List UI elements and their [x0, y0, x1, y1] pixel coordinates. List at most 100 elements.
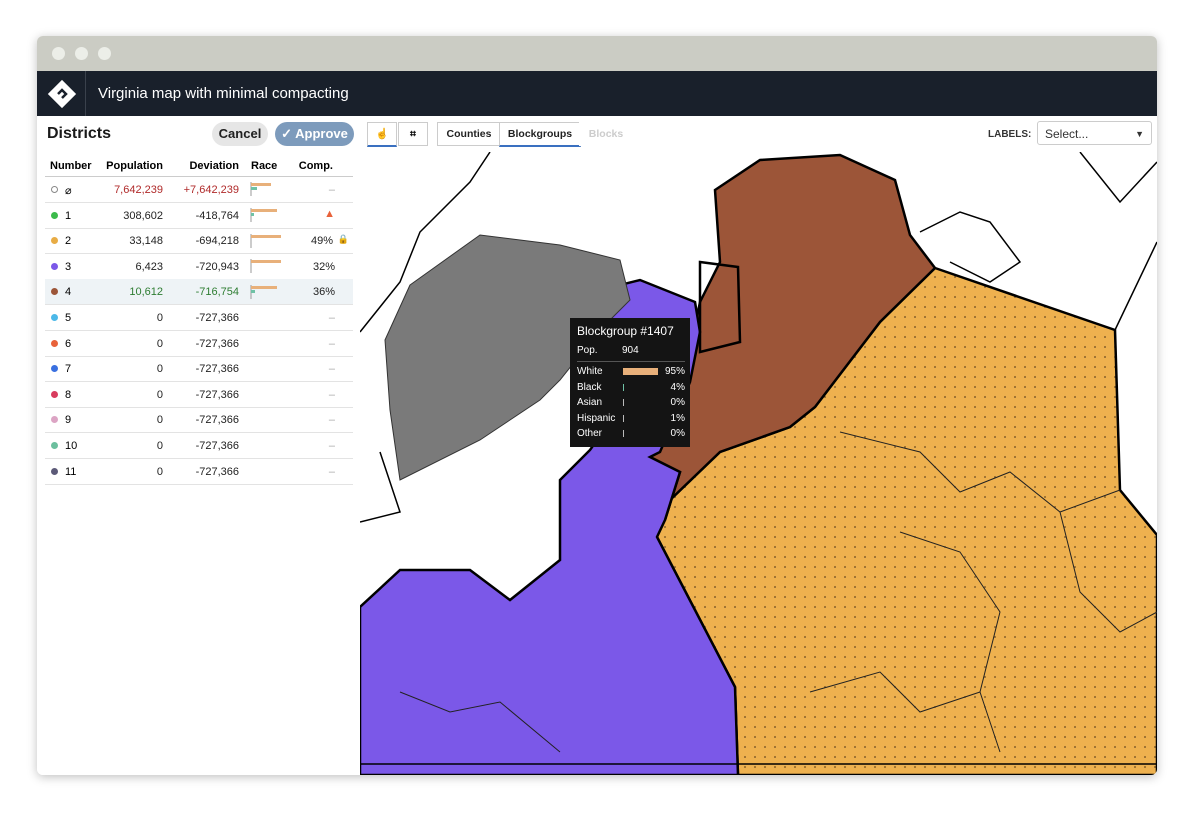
population: 33,148 — [129, 235, 163, 248]
district-number: 6 — [65, 337, 72, 350]
warning-icon: ▲ — [324, 207, 335, 220]
race-percent: 95% — [664, 366, 685, 377]
race-bar — [623, 368, 659, 375]
map-title: Virginia map with minimal compacting — [98, 85, 349, 102]
sidebar-title: Districts — [47, 125, 112, 142]
district-number: ⌀ — [65, 185, 72, 197]
race-bar — [623, 430, 624, 437]
layer-button[interactable]: Blocks — [579, 122, 633, 146]
selected-blockgroup[interactable] — [384, 234, 631, 481]
district-number: 8 — [65, 388, 72, 401]
labels-select[interactable]: Select... ▼ — [1037, 121, 1152, 145]
logo — [47, 79, 77, 109]
compactness: – — [328, 414, 335, 427]
district-row: 9 0 -727,366 – — [45, 407, 353, 434]
race-mini-charts — [250, 182, 281, 299]
population: 308,602 — [123, 209, 163, 222]
blockgroup-lines — [399, 431, 1157, 753]
rectangle-tool[interactable]: ⌗ — [398, 122, 428, 146]
deviation: -727,366 — [195, 337, 239, 350]
district-swatch — [51, 467, 58, 475]
pop-label: Pop. — [577, 345, 598, 356]
layer-button[interactable]: Blockgroups — [499, 122, 581, 147]
district-swatch — [51, 416, 58, 424]
county-lines — [360, 152, 1157, 765]
district-number: 4 — [65, 286, 72, 299]
district-row: 11 0 -727,366 – — [45, 459, 353, 485]
race-percent: 4% — [670, 381, 685, 393]
population: 0 — [156, 388, 163, 401]
district-row: 1 308,602 -418,764 ▲ — [45, 203, 353, 229]
race-name: Asian — [577, 397, 603, 408]
divider — [577, 361, 685, 362]
app-header: Virginia map with minimal compacting — [37, 71, 1157, 116]
browser-chrome — [37, 36, 1157, 71]
table-header: Number Population Deviation Race Comp. — [45, 156, 353, 177]
column-header: Race — [251, 160, 278, 172]
pointer-tool[interactable]: ☝ — [367, 122, 397, 147]
column-header: Population — [106, 160, 163, 172]
compactness: – — [328, 465, 335, 478]
map — [360, 152, 1157, 775]
deviation: -727,366 — [195, 465, 239, 478]
compactness: – — [328, 184, 335, 196]
tooltip-row: Other 0% — [577, 428, 685, 442]
race-percent: 0% — [670, 397, 685, 408]
district-swatch — [51, 288, 58, 296]
county-outline — [698, 260, 742, 354]
toolbar: ☝ ⌗ Counties Blockgroups Blocks LABELS: Se… — [360, 116, 1157, 153]
district-swatch — [51, 390, 58, 398]
district-row: 4 10,612 -716,754 36% — [45, 279, 353, 306]
population: 6,423 — [135, 260, 163, 273]
district-row: 3 6,423 -720,943 32% — [45, 254, 353, 280]
district-number: 11 — [65, 465, 77, 478]
check-icon: ✓ — [281, 126, 296, 141]
deviation: -727,366 — [195, 440, 239, 452]
district-row: 6 0 -727,366 – — [45, 331, 353, 357]
district-number: 1 — [65, 209, 72, 222]
population: 7,642,239 — [114, 184, 163, 196]
deviation: -727,366 — [195, 312, 239, 324]
district-swatch — [51, 314, 58, 321]
cancel-button[interactable]: Cancel — [212, 122, 268, 146]
deviation: -694,218 — [195, 235, 239, 248]
sidebar: Districts Cancel ✓ Approve Number Populat… — [37, 116, 361, 775]
district-swatch — [51, 186, 58, 193]
population: 0 — [156, 414, 163, 427]
compactness: 49% — [310, 235, 333, 248]
labels-caption: LABELS: — [988, 129, 1032, 140]
district-row: 2 33,148 -694,218 49% 🔒 — [45, 228, 353, 255]
tooltip-row: Black 4% — [577, 382, 685, 396]
district-number: 9 — [65, 414, 72, 427]
compactness: – — [328, 312, 335, 324]
race-bar — [623, 399, 624, 406]
deviation: +7,642,239 — [183, 184, 239, 196]
race-name: Black — [577, 381, 602, 393]
column-header: Deviation — [189, 160, 239, 172]
deviation: -418,764 — [195, 209, 239, 222]
race-bar — [623, 414, 624, 422]
district-swatch — [51, 262, 58, 270]
district-swatch — [51, 237, 58, 245]
compactness: – — [328, 337, 335, 350]
column-header: Number — [50, 160, 92, 172]
district-number: 2 — [65, 235, 72, 248]
deviation: -727,366 — [195, 363, 239, 376]
window-dot — [98, 47, 111, 60]
district-number: 10 — [65, 440, 78, 452]
race-name: Hispanic — [577, 412, 616, 424]
tooltip: Blockgroup #1407 Pop. 904 White 95% Black 4… — [570, 318, 690, 447]
district-number: 3 — [65, 260, 72, 273]
population: 0 — [156, 465, 163, 478]
layer-button[interactable]: Counties — [437, 122, 501, 146]
race-name: Other — [577, 428, 603, 439]
window-dot — [75, 47, 88, 60]
pop-value: 904 — [622, 345, 639, 356]
compactness: 36% — [312, 286, 335, 299]
race-bar — [623, 383, 625, 391]
approve-button[interactable]: ✓ Approve — [275, 122, 354, 146]
approve-label: Approve — [295, 126, 348, 141]
browser-window: Virginia map with minimal compacting Dis… — [37, 36, 1157, 775]
population: 0 — [156, 312, 163, 324]
